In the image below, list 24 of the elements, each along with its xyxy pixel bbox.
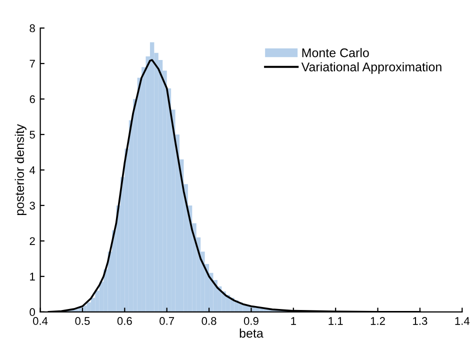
x-tick-label: 0.9: [244, 317, 258, 325]
y-tick-label: 0: [30, 308, 35, 316]
x-tick-label: 1: [291, 317, 296, 325]
legend-label: Variational Approximation: [301, 62, 442, 74]
y-axis-title: posterior density: [14, 124, 26, 216]
y-tick-label: 8: [30, 24, 35, 32]
x-tick-label: 1.2: [370, 317, 385, 325]
y-tick-label: 3: [30, 202, 35, 210]
x-tick-label: 0.7: [160, 317, 174, 325]
x-axis-title: beta: [240, 328, 264, 338]
x-tick-label: 1.3: [413, 317, 428, 325]
y-tick-label: 7: [30, 60, 35, 68]
y-tick-label: 5: [30, 130, 35, 139]
x-tick-label: 1.4: [455, 317, 470, 325]
x-tick-label: 1.1: [328, 317, 343, 325]
legend-label: Monte Carlo: [302, 48, 369, 58]
x-tick-label: 0.6: [117, 317, 132, 325]
y-tick-label: 1: [30, 272, 35, 280]
y-tick-label: 6: [30, 95, 35, 104]
x-tick-label: 0.4: [33, 317, 48, 325]
x-tick-label: 0.8: [202, 317, 216, 325]
x-tick-label: 0.5: [75, 317, 90, 325]
y-tick-label: 4: [30, 166, 36, 174]
y-tick-label: 2: [30, 237, 35, 245]
